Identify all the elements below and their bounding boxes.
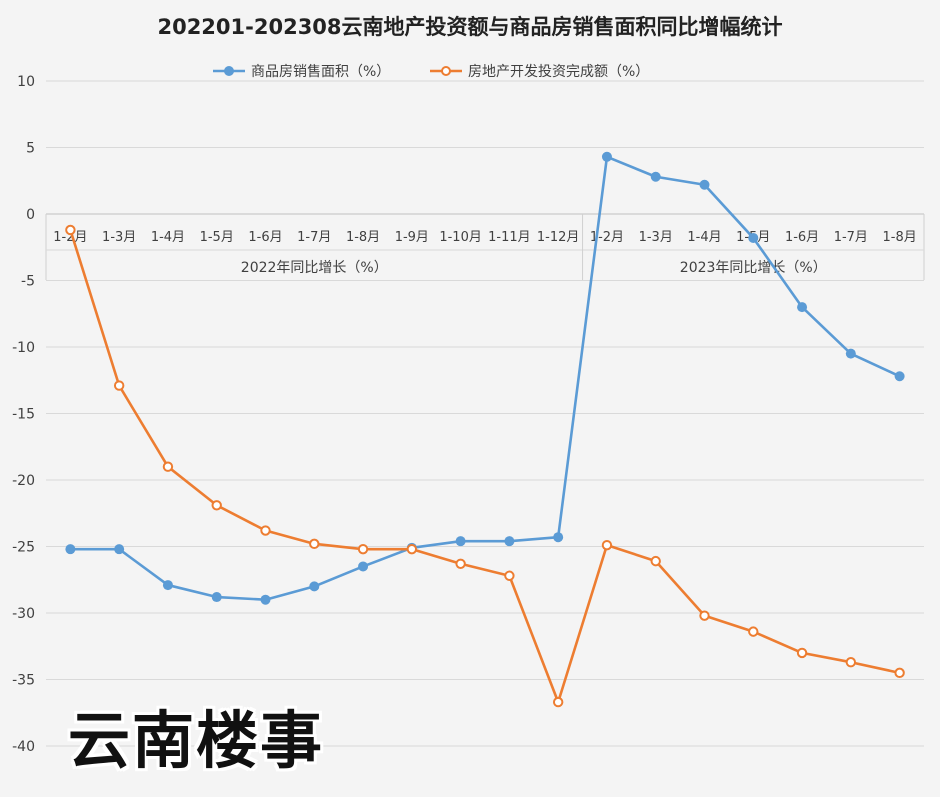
data-point bbox=[309, 581, 320, 592]
data-point bbox=[406, 543, 418, 555]
data-point bbox=[260, 594, 271, 605]
data-point bbox=[894, 371, 905, 382]
data-point bbox=[650, 555, 661, 567]
series-line-0 bbox=[70, 155, 901, 602]
data-point bbox=[504, 536, 515, 547]
data-point bbox=[65, 224, 76, 236]
legend-marker bbox=[224, 66, 234, 76]
chart-title: 202201-202308云南地产投资额与商品房销售面积同比增幅统计 bbox=[157, 15, 782, 39]
gridlines bbox=[46, 80, 924, 747]
y-tick-label: 5 bbox=[26, 141, 35, 157]
x-axis: 1-2月 1-3月 1-4月 1-5月 1-6月 1-7月 1-8月 1-9月 1-10月 1-1… bbox=[45, 214, 925, 280]
x-tick-label: 1-7月 bbox=[834, 230, 868, 245]
data-point bbox=[894, 667, 905, 679]
data-point bbox=[162, 580, 173, 591]
legend-label: 房地产开发投资完成额（%） bbox=[468, 64, 649, 80]
data-point bbox=[553, 532, 564, 543]
data-point bbox=[845, 348, 856, 359]
x-group-label: 2022年同比增长（%） bbox=[241, 260, 388, 276]
data-point bbox=[845, 657, 857, 668]
legend: 商品房销售面积（%） 房地产开发投资完成额（%） bbox=[213, 64, 649, 80]
y-tick-label: -10 bbox=[12, 340, 35, 356]
y-tick-label: -15 bbox=[12, 407, 35, 423]
data-point bbox=[162, 461, 174, 472]
data-point bbox=[455, 558, 466, 569]
x-tick-label: 1-3月 bbox=[639, 230, 673, 245]
x-tick-label: 1-3月 bbox=[102, 230, 136, 245]
x-tick-label: 1-10月 bbox=[439, 230, 482, 245]
data-point bbox=[699, 179, 710, 190]
y-tick-label: -20 bbox=[12, 473, 35, 489]
data-point bbox=[113, 380, 125, 391]
x-tick-label: 1-8月 bbox=[346, 230, 380, 245]
data-point bbox=[552, 696, 564, 708]
data-point bbox=[650, 171, 661, 182]
x-tick-label: 1-4月 bbox=[151, 230, 185, 245]
x-group-label: 2023年同比增长（%） bbox=[680, 260, 827, 276]
data-point bbox=[358, 561, 369, 572]
data-point bbox=[260, 525, 271, 536]
x-tick-label: 1-6月 bbox=[785, 230, 819, 245]
x-tick-label: 1-2月 bbox=[53, 230, 87, 245]
data-point bbox=[65, 544, 76, 555]
data-point bbox=[699, 610, 710, 621]
y-tick-label: 0 bbox=[26, 207, 35, 223]
x-tick-label: 1-9月 bbox=[395, 230, 429, 245]
x-tick-label: 1-7月 bbox=[297, 230, 331, 245]
x-tick-label: 1-6月 bbox=[248, 230, 282, 245]
legend-marker bbox=[441, 66, 451, 76]
x-tick-label: 1-8月 bbox=[882, 230, 916, 245]
data-point bbox=[748, 626, 759, 637]
y-tick-label: 10 bbox=[17, 74, 35, 90]
x-tick-label: 1-5月 bbox=[200, 230, 234, 245]
y-axis-ticks: 10 5 0 -5 -10 -15 -20 -25 -30 -35 -40 bbox=[12, 74, 35, 755]
data-point bbox=[455, 536, 466, 547]
data-point bbox=[601, 151, 612, 162]
legend-label: 商品房销售面积（%） bbox=[251, 64, 390, 80]
series-lines bbox=[65, 151, 905, 708]
series-line-1 bbox=[69, 229, 900, 704]
data-point bbox=[601, 539, 613, 551]
y-tick-label: -25 bbox=[12, 540, 35, 556]
data-point bbox=[504, 570, 515, 581]
data-point bbox=[309, 538, 320, 550]
data-point bbox=[796, 647, 808, 659]
data-point bbox=[357, 543, 369, 555]
data-point bbox=[114, 544, 125, 555]
y-tick-label: -5 bbox=[21, 274, 35, 290]
data-point bbox=[211, 592, 222, 603]
data-point bbox=[748, 232, 759, 243]
y-tick-label: -40 bbox=[12, 739, 35, 755]
data-point bbox=[211, 500, 222, 511]
y-tick-label: -35 bbox=[12, 673, 35, 689]
x-tick-label: 1-4月 bbox=[687, 230, 721, 245]
x-tick-label: 1-11月 bbox=[488, 230, 531, 245]
data-point bbox=[797, 302, 808, 313]
y-tick-label: -30 bbox=[12, 606, 35, 622]
x-tick-label: 1-12月 bbox=[537, 230, 580, 245]
